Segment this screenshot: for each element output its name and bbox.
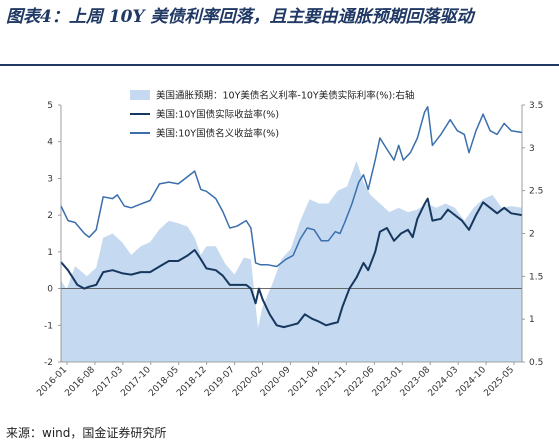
right-tick-label: 2 — [529, 230, 535, 240]
right-tick-label: 2.5 — [529, 187, 543, 197]
right-tick-label: 1 — [529, 315, 535, 325]
right-tick-label: 0.5 — [529, 358, 543, 368]
left-tick-label: -1 — [44, 321, 53, 331]
chart-title: 图表4：上周 10Y 美债利率回落，且主要由通胀预期回落驱动 — [6, 7, 474, 27]
legend-entry-label: 美国:10Y国债实际收益率(%) — [156, 109, 279, 121]
right-tick-label: 3.5 — [529, 101, 543, 111]
left-tick-label: 3 — [47, 174, 53, 184]
left-tick-label: 1 — [47, 248, 53, 258]
x-tick-label: 2025-05 — [482, 365, 516, 399]
legend-entry-label: 美国:10Y国债名义收益率(%) — [156, 128, 279, 140]
right-tick-label: 1.5 — [529, 272, 543, 282]
right-tick-label: 3 — [529, 144, 535, 154]
left-tick-label: 4 — [47, 138, 53, 148]
left-tick-label: -2 — [44, 358, 53, 368]
left-tick-label: 2 — [47, 211, 53, 221]
left-tick-label: 0 — [47, 285, 53, 295]
legend-swatch-area — [130, 90, 150, 100]
series-line-real-yield — [60, 197, 523, 329]
left-tick-label: 5 — [47, 101, 53, 111]
source-note: 来源：wind，国金证券研究所 — [6, 426, 167, 440]
series-line-nominal-yield — [60, 106, 523, 268]
series-area-inflation-expectation — [61, 160, 522, 362]
title-divider — [0, 64, 559, 66]
chart-canvas: -2-10123450.511.522.533.52016-012016-082… — [35, 90, 543, 399]
legend-entry-label: 美国通胀预期：10Y美债名义利率-10Y美债实际利率(%):右轴 — [156, 90, 414, 102]
